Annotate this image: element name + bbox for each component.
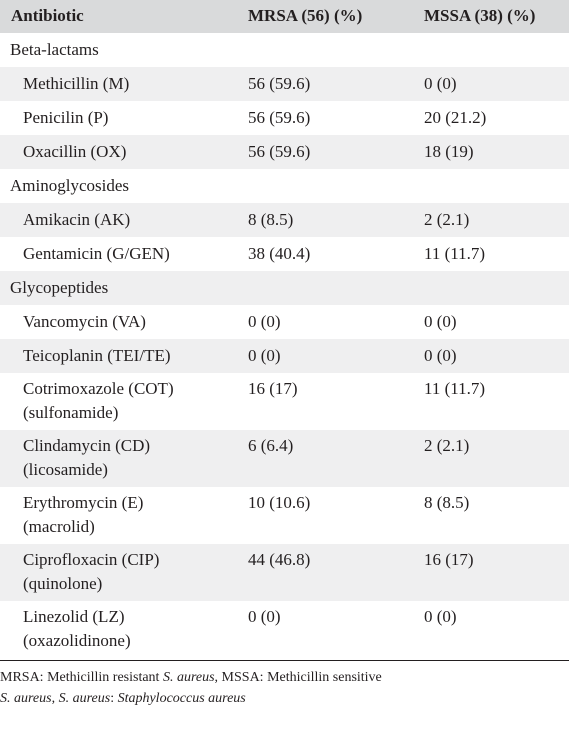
table-container: Antibiotic MRSA (56) (%) MSSA (38) (%) B…: [0, 0, 569, 709]
table-body: Beta-lactams Methicillin (M) 56 (59.6) 0 (0…: [0, 33, 569, 658]
header-mssa: MSSA (38) (%): [424, 6, 536, 25]
footnote-italic: S. aureus: [162, 670, 215, 685]
mrsa-value: 8 (8.5): [248, 210, 294, 229]
antibiotic-name: Vancomycin (VA): [23, 312, 146, 331]
antibiotic-name: Linezolid (LZ): [23, 607, 125, 626]
header-mrsa: MRSA (56) (%): [248, 6, 363, 25]
table-row: Oxacillin (OX) 56 (59.6) 18 (19): [0, 135, 569, 169]
footnote-italic: S. aureus: [58, 691, 111, 706]
mssa-value: 0 (0): [424, 346, 457, 365]
footnote-text: :: [110, 691, 118, 706]
footnote-italic: Staphylococcus aureus: [117, 691, 246, 706]
antibiotic-name: Amikacin (AK): [23, 210, 131, 229]
mrsa-value: 56 (59.6): [248, 142, 311, 161]
mrsa-value: 10 (10.6): [248, 493, 311, 512]
antibiotic-cell: Gentamicin (G/GEN): [0, 237, 235, 271]
mrsa-value: 0 (0): [248, 346, 281, 365]
mssa-value: 16 (17): [424, 550, 474, 569]
footnote-line-2: S. aureus, S. aureus: Staphylococcus aur…: [0, 688, 569, 709]
antibiotic-subclass: (sulfonamide): [23, 403, 119, 422]
table-row: Linezolid (LZ) (oxazolidinone) 0 (0) 0 (0): [0, 601, 569, 658]
mssa-value: 18 (19): [424, 142, 474, 161]
antibiotic-name: Oxacillin (OX): [23, 142, 127, 161]
table-row: Methicillin (M) 56 (59.6) 0 (0): [0, 67, 569, 101]
antibiotic-cell: Ciprofloxacin (CIP) (quinolone): [0, 544, 235, 601]
group-row: Aminoglycosides: [0, 169, 569, 203]
mssa-value: 20 (21.2): [424, 108, 487, 127]
table-row: Penicilin (P) 56 (59.6) 20 (21.2): [0, 101, 569, 135]
antibiotic-cell: Cotrimoxazole (COT) (sulfonamide): [0, 373, 235, 430]
mssa-value: 11 (11.7): [424, 244, 486, 263]
table-row: Clindamycin (CD) (licosamide) 6 (6.4) 2 (2.…: [0, 430, 569, 487]
footnote-line-1: MRSA: Methicillin resistant S. aureus, M…: [0, 667, 569, 688]
table-row: Vancomycin (VA) 0 (0) 0 (0): [0, 305, 569, 339]
table-header: Antibiotic MRSA (56) (%) MSSA (38) (%): [0, 0, 569, 33]
antibiotic-subclass: (licosamide): [23, 460, 108, 479]
antibiotic-name: Gentamicin (G/GEN): [23, 244, 170, 263]
mrsa-value: 44 (46.8): [248, 550, 311, 569]
antibiotic-subclass: (macrolid): [23, 517, 95, 536]
footnote-italic: S. aureus: [0, 691, 52, 706]
antibiotic-cell: Vancomycin (VA): [0, 305, 235, 339]
antibiotic-resistance-table: Antibiotic MRSA (56) (%) MSSA (38) (%) B…: [0, 0, 569, 658]
antibiotic-name: Erythromycin (E): [23, 493, 144, 512]
mssa-value: 2 (2.1): [424, 436, 470, 455]
drug-class-label: Glycopeptides: [10, 278, 109, 297]
antibiotic-name: Cotrimoxazole (COT): [23, 379, 174, 398]
mrsa-value: 56 (59.6): [248, 74, 311, 93]
group-row: Glycopeptides: [0, 271, 569, 305]
footnote-text: MRSA: Methicillin resistant: [0, 670, 163, 685]
mssa-value: 0 (0): [424, 607, 457, 626]
table-row: Erythromycin (E) (macrolid) 10 (10.6) 8 (8.…: [0, 487, 569, 544]
antibiotic-cell: Oxacillin (OX): [0, 135, 235, 169]
mssa-value: 0 (0): [424, 74, 457, 93]
drug-class-label: Beta-lactams: [10, 40, 99, 59]
table-row: Ciprofloxacin (CIP) (quinolone) 44 (46.8) 1…: [0, 544, 569, 601]
mrsa-value: 6 (6.4): [248, 436, 294, 455]
group-row: Beta-lactams: [0, 33, 569, 67]
antibiotic-cell: Teicoplanin (TEI/TE): [0, 339, 235, 373]
antibiotic-name: Clindamycin (CD): [23, 436, 151, 455]
mrsa-value: 0 (0): [248, 312, 281, 331]
antibiotic-name: Teicoplanin (TEI/TE): [23, 346, 171, 365]
antibiotic-name: Methicillin (M): [23, 74, 130, 93]
table-row: Gentamicin (G/GEN) 38 (40.4) 11 (11.7): [0, 237, 569, 271]
mssa-value: 2 (2.1): [424, 210, 470, 229]
header-row: Antibiotic MRSA (56) (%) MSSA (38) (%): [0, 0, 569, 33]
antibiotic-cell: Linezolid (LZ) (oxazolidinone): [0, 601, 235, 658]
antibiotic-cell: Methicillin (M): [0, 67, 235, 101]
mssa-value: 8 (8.5): [424, 493, 470, 512]
antibiotic-subclass: (quinolone): [23, 574, 103, 593]
antibiotic-cell: Amikacin (AK): [0, 203, 235, 237]
mrsa-value: 38 (40.4): [248, 244, 311, 263]
table-row: Amikacin (AK) 8 (8.5) 2 (2.1): [0, 203, 569, 237]
antibiotic-name: Penicilin (P): [23, 108, 109, 127]
footnote-text: ,: [51, 691, 59, 706]
footnote-text: , MSSA: Methicillin sensitive: [214, 670, 382, 685]
mssa-value: 11 (11.7): [424, 379, 486, 398]
table-footnote: MRSA: Methicillin resistant S. aureus, M…: [0, 660, 569, 709]
antibiotic-subclass: (oxazolidinone): [23, 631, 131, 650]
mrsa-value: 56 (59.6): [248, 108, 311, 127]
header-antibiotic: Antibiotic: [11, 6, 84, 25]
mrsa-value: 16 (17): [248, 379, 298, 398]
table-row: Cotrimoxazole (COT) (sulfonamide) 16 (17) 1…: [0, 373, 569, 430]
antibiotic-cell: Penicilin (P): [0, 101, 235, 135]
mssa-value: 0 (0): [424, 312, 457, 331]
table-row: Teicoplanin (TEI/TE) 0 (0) 0 (0): [0, 339, 569, 373]
drug-class-label: Aminoglycosides: [10, 176, 129, 195]
antibiotic-name: Ciprofloxacin (CIP): [23, 550, 160, 569]
mrsa-value: 0 (0): [248, 607, 281, 626]
antibiotic-cell: Clindamycin (CD) (licosamide): [0, 430, 235, 487]
antibiotic-cell: Erythromycin (E) (macrolid): [0, 487, 235, 544]
